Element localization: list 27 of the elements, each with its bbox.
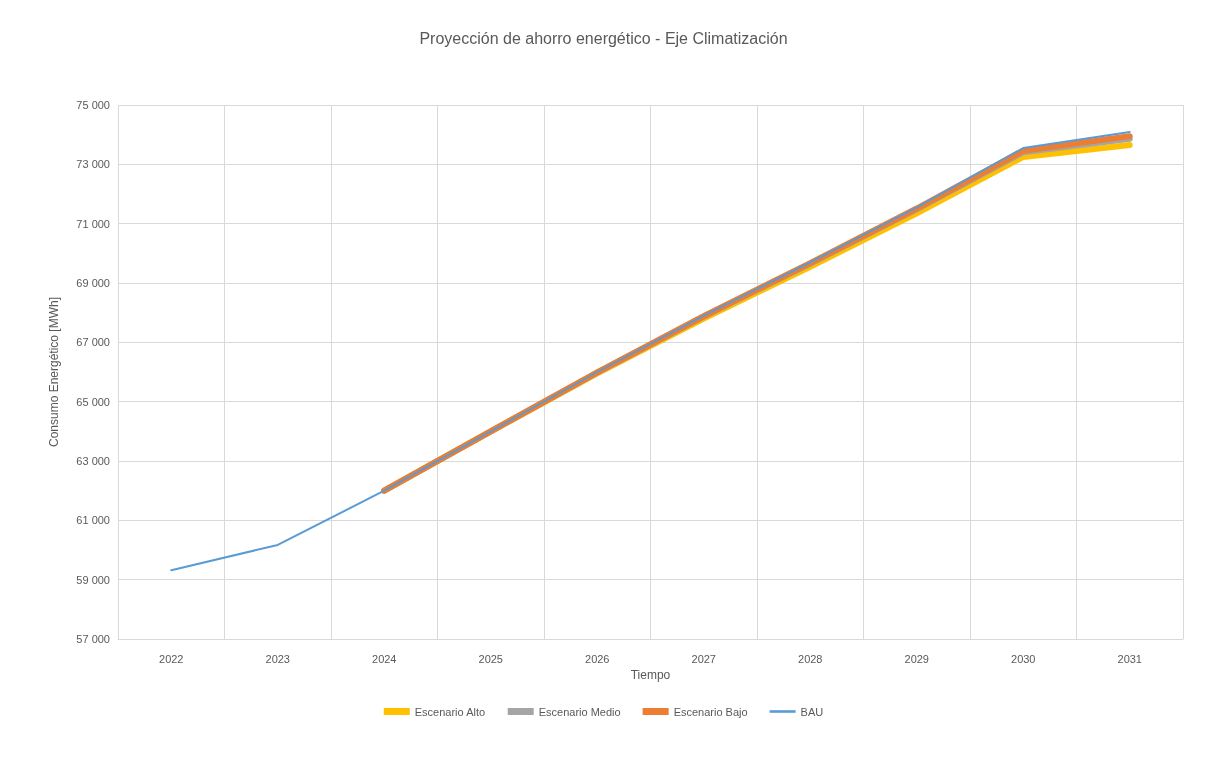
y-tick-label: 67 000 (76, 336, 110, 349)
y-axis-title: Consumo Energético [MWh] (47, 296, 61, 448)
x-tick-label: 2025 (478, 652, 503, 665)
y-tick-label: 63 000 (76, 455, 110, 467)
x-tick-label: 2026 (585, 652, 610, 665)
y-tick-label: 75 000 (76, 99, 110, 111)
x-axis-title: Tiempo (630, 668, 671, 682)
x-tick-label: 2023 (265, 652, 290, 665)
y-tick-label: 57 000 (76, 633, 110, 645)
x-tick-label: 2030 (1011, 652, 1036, 665)
legend-label: Escenario Bajo (673, 705, 748, 718)
y-tick-label: 71 000 (76, 217, 110, 230)
x-tick-label: 2031 (1117, 652, 1142, 665)
legend-label: Escenario Alto (414, 705, 486, 718)
chart-title: Proyección de ahorro energético - Eje Climatización (419, 29, 788, 47)
y-tick-label: 65 000 (76, 395, 110, 408)
y-tick-label: 59 000 (76, 573, 110, 586)
x-tick-label: 2027 (691, 652, 716, 665)
y-tick-label: 73 000 (76, 158, 110, 171)
x-tick-label: 2024 (372, 652, 397, 665)
x-tick-label: 2028 (798, 652, 823, 665)
x-tick-label: 2029 (904, 652, 929, 665)
legend-label: BAU (800, 705, 824, 718)
legend-label: Escenario Medio (538, 705, 621, 718)
x-tick-label: 2022 (159, 652, 184, 665)
y-tick-label: 69 000 (76, 277, 110, 289)
y-tick-label: 61 000 (76, 514, 110, 527)
